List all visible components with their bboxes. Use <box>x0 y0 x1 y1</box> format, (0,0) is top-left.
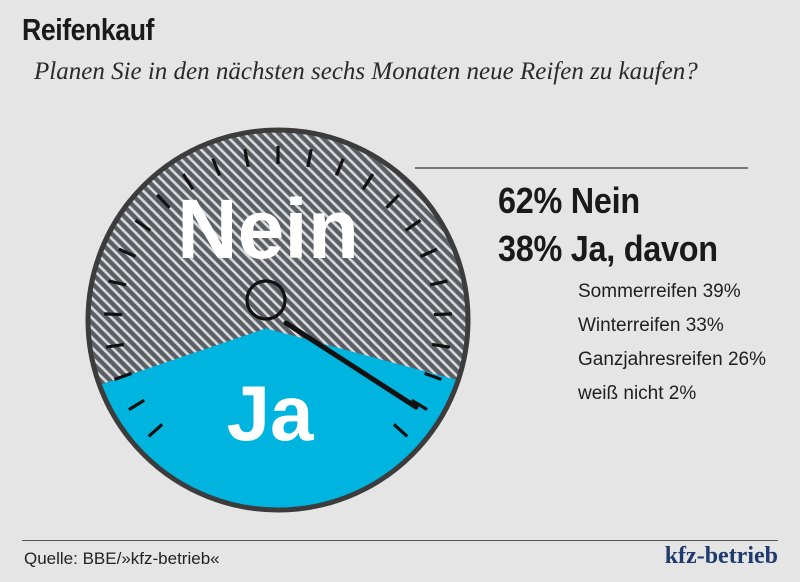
slice-label-nein: Nein <box>177 182 359 276</box>
legend-ja: 38% Ja, davon <box>498 228 718 269</box>
gauge-tick <box>404 218 422 232</box>
gauge-tick <box>429 279 448 287</box>
gauge-tick <box>334 158 345 177</box>
gauge-tick <box>419 247 438 258</box>
breakdown-item-ganzjahresreifen: Ganzjahresreifen 26% <box>578 349 766 370</box>
breakdown-item-sommerreifen: Sommerreifen 39% <box>578 281 741 302</box>
breakdown-item-weiss-nicht: weiß nicht 2% <box>578 383 697 404</box>
gauge-tick <box>306 148 313 168</box>
chart-subtitle: Planen Sie in den nächsten sechs Monaten… <box>34 58 698 85</box>
gauge-tick <box>385 193 401 209</box>
needle-hub <box>245 279 287 321</box>
gauge-tick <box>104 312 123 317</box>
slice-ja <box>88 328 468 510</box>
breakdown-list: Sommerreifen 39% Winterreifen 33% Ganzja… <box>578 280 766 416</box>
gauge-needle <box>283 320 419 410</box>
footer-divider <box>22 540 778 541</box>
chart-title: Reifenkauf <box>22 12 154 47</box>
gauge-tick <box>424 371 443 382</box>
gauge-tick <box>181 173 195 191</box>
gauge-tick <box>113 371 132 382</box>
gauge-tick <box>431 342 451 349</box>
gauge-tick <box>108 279 127 287</box>
gauge-tick <box>433 312 452 317</box>
publisher-logo: kfz-betrieb <box>664 543 778 569</box>
gauge-tick <box>392 423 409 438</box>
gauge-tick <box>410 398 428 411</box>
gauge-tick <box>211 158 222 177</box>
gauge-tick <box>361 173 375 191</box>
gauge-rim <box>85 127 471 513</box>
legend-nein: 62% Nein <box>498 180 640 221</box>
gauge-tick <box>128 398 146 411</box>
gauge-tick <box>147 423 164 438</box>
gauge-tick <box>243 148 250 168</box>
breakdown-item-winterreifen: Winterreifen 33% <box>578 315 724 336</box>
slice-label-ja: Ja <box>227 369 314 457</box>
gauge-tick <box>134 218 152 232</box>
source-note: Quelle: BBE/»kfz-betrieb« <box>24 549 220 568</box>
gauge-tick <box>118 247 137 258</box>
gauge-tick <box>155 193 171 209</box>
gauge-tick <box>105 342 125 349</box>
